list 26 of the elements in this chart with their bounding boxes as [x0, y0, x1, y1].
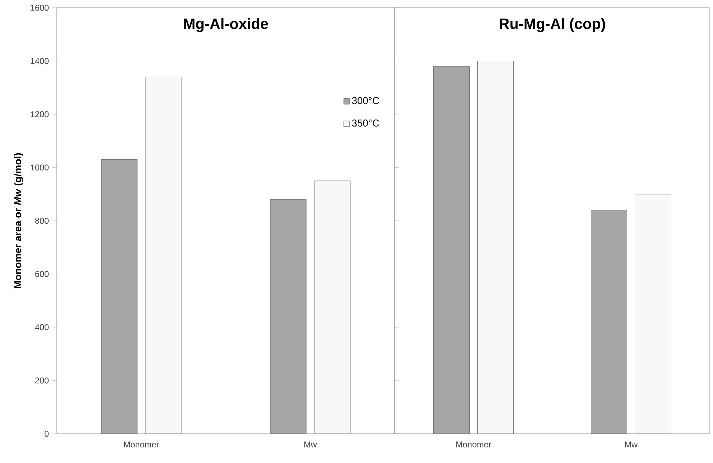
y-tick-label: 1200 — [31, 112, 49, 118]
x-tick-label: Mw — [304, 442, 318, 448]
y-tick-label: 1400 — [31, 58, 49, 64]
bar — [434, 66, 470, 434]
bar — [314, 180, 351, 434]
x-tick-label: Mw — [625, 442, 638, 448]
legend-label: 300°C — [352, 97, 380, 104]
bar — [591, 210, 628, 434]
y-tick-label: 600 — [36, 271, 49, 278]
y-tick-label: 200 — [36, 378, 49, 384]
bar — [270, 200, 307, 434]
y-axis-title: Monomer area or Mw (g/mol) — [14, 153, 24, 288]
text: Ru-Mg-Al (cop) — [500, 18, 606, 32]
legend-label: 350°C — [352, 120, 380, 127]
y-tick-label: 0 — [44, 431, 49, 437]
y-tick-label: 1000 — [31, 164, 49, 171]
bar — [101, 160, 138, 434]
bar — [145, 77, 182, 434]
y-tick-label: 800 — [35, 218, 49, 224]
text: Mg-Al-oxide — [184, 18, 268, 32]
x-tick-label: Monomer — [456, 442, 492, 448]
bar — [478, 61, 514, 434]
y-tick-label: 1600 — [31, 5, 49, 11]
x-tick-label: Monomer — [124, 442, 160, 448]
y-tick-label: 400 — [35, 324, 49, 330]
bar — [635, 194, 672, 434]
